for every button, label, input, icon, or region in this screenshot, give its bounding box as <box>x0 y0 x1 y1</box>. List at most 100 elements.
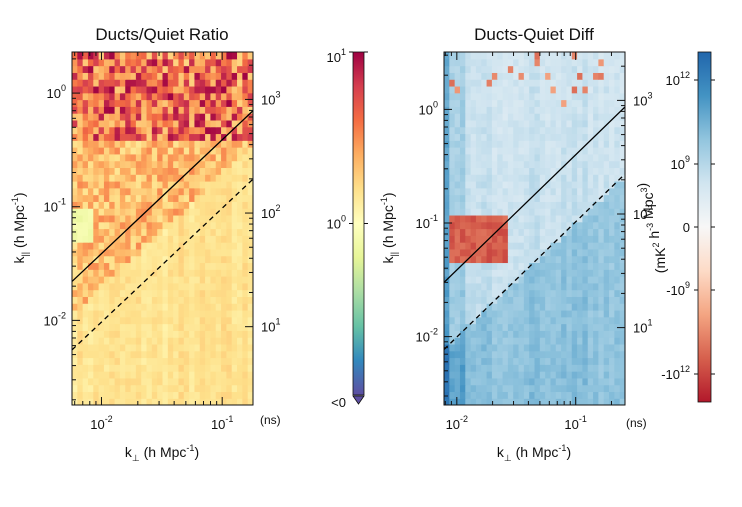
heatmap-cell <box>550 343 557 352</box>
heatmap-cell <box>545 85 552 94</box>
heatmap-cell <box>130 85 137 94</box>
heatmap-cell <box>454 357 461 365</box>
heatmap-cell <box>82 133 89 141</box>
heatmap-cell <box>523 377 530 386</box>
heatmap-cell <box>561 119 568 128</box>
heatmap-cell <box>444 330 450 338</box>
heatmap-cell <box>486 377 493 386</box>
heatmap-cell <box>93 153 100 162</box>
heatmap-cell <box>167 221 174 230</box>
heatmap-cell <box>199 214 206 223</box>
heatmap-cell <box>614 85 621 94</box>
heatmap-cell <box>189 153 196 162</box>
heatmap-cell <box>119 180 126 189</box>
heatmap-cell <box>465 350 472 359</box>
heatmap-cell <box>114 208 121 216</box>
heatmap-cell <box>72 323 78 331</box>
heatmap-cell <box>614 391 621 399</box>
heatmap-cell <box>199 262 206 270</box>
heatmap-cell <box>103 364 110 372</box>
heatmap-cell <box>539 52 546 60</box>
heatmap-cell <box>523 113 530 121</box>
heatmap-cell <box>566 262 573 270</box>
heatmap-cell <box>518 276 525 284</box>
heatmap-cell <box>486 92 493 101</box>
heatmap-cell <box>178 221 185 230</box>
heatmap-cell <box>550 187 557 196</box>
heatmap-cell <box>577 309 584 318</box>
heatmap-cell <box>205 113 212 121</box>
heatmap-cell <box>194 99 201 107</box>
heatmap-cell <box>529 276 536 284</box>
heatmap-cell <box>614 377 621 386</box>
heatmap-cell <box>449 316 456 325</box>
heatmap-cell <box>87 384 94 393</box>
heatmap-cell <box>226 330 233 338</box>
heatmap-cell <box>582 133 589 141</box>
heatmap-cell <box>614 99 621 107</box>
heatmap-cell <box>491 350 498 359</box>
heatmap-cell <box>587 398 594 405</box>
heatmap-cell <box>593 255 599 264</box>
heatmap-cell <box>571 323 578 331</box>
heatmap-cell <box>151 371 158 379</box>
heatmap-cell <box>609 201 615 209</box>
heatmap-cell <box>603 364 610 372</box>
heatmap-cell <box>189 269 196 277</box>
heatmap-cell <box>550 221 557 230</box>
heatmap-cell <box>555 276 562 284</box>
heatmap-cell <box>523 174 530 182</box>
heatmap-cell <box>87 343 94 352</box>
heatmap-cell <box>167 92 174 101</box>
heatmap-cell <box>555 160 562 169</box>
heatmap-cell <box>82 221 89 230</box>
heatmap-cell <box>587 133 594 141</box>
heatmap-cell <box>449 242 456 250</box>
heatmap-cell <box>475 113 482 121</box>
heatmap-cell <box>561 330 568 338</box>
heatmap-cell <box>162 52 169 60</box>
heatmap-cell <box>459 316 466 325</box>
heatmap-cell <box>247 357 253 365</box>
heatmap-cell <box>454 187 461 196</box>
heatmap-cell <box>221 296 227 304</box>
heatmap-cell <box>72 194 78 202</box>
heatmap-cell <box>72 119 78 128</box>
heatmap-cell <box>135 384 142 393</box>
heatmap-cell <box>539 323 546 331</box>
heatmap-cell <box>587 289 594 297</box>
heatmap-cell <box>529 364 536 372</box>
heatmap-cell <box>566 126 573 135</box>
heatmap-cell <box>587 364 594 372</box>
heatmap-cell <box>82 371 89 379</box>
heatmap-cell <box>114 201 121 209</box>
heatmap-cell <box>444 228 450 236</box>
heatmap-cell <box>518 398 525 405</box>
heatmap-cell <box>619 180 625 189</box>
heatmap-cell <box>470 262 477 270</box>
heatmap-cell <box>146 113 153 121</box>
heatmap-cell <box>87 289 94 297</box>
heatmap-cell <box>103 79 110 87</box>
heatmap-cell <box>444 282 450 291</box>
heatmap-cell <box>82 92 89 101</box>
heatmap-cell <box>491 208 498 216</box>
heatmap-cell <box>210 309 217 318</box>
heatmap-cell <box>114 99 121 107</box>
heatmap-cell <box>189 248 196 257</box>
heatmap-cell <box>189 255 196 264</box>
heatmap-cell <box>135 201 142 209</box>
heatmap-cell <box>146 160 153 169</box>
heatmap-cell <box>550 99 557 107</box>
heatmap-cell <box>226 357 233 365</box>
heatmap-cell <box>194 289 201 297</box>
heatmap-cell <box>205 52 212 60</box>
heatmap-cell <box>242 391 249 399</box>
heatmap-cell <box>178 371 185 379</box>
heatmap-cell <box>465 167 472 175</box>
heatmap-cell <box>609 180 615 189</box>
heatmap-cell <box>162 296 169 304</box>
heatmap-cell <box>459 384 466 393</box>
heatmap-cell <box>614 330 621 338</box>
heatmap-cell <box>587 330 594 338</box>
